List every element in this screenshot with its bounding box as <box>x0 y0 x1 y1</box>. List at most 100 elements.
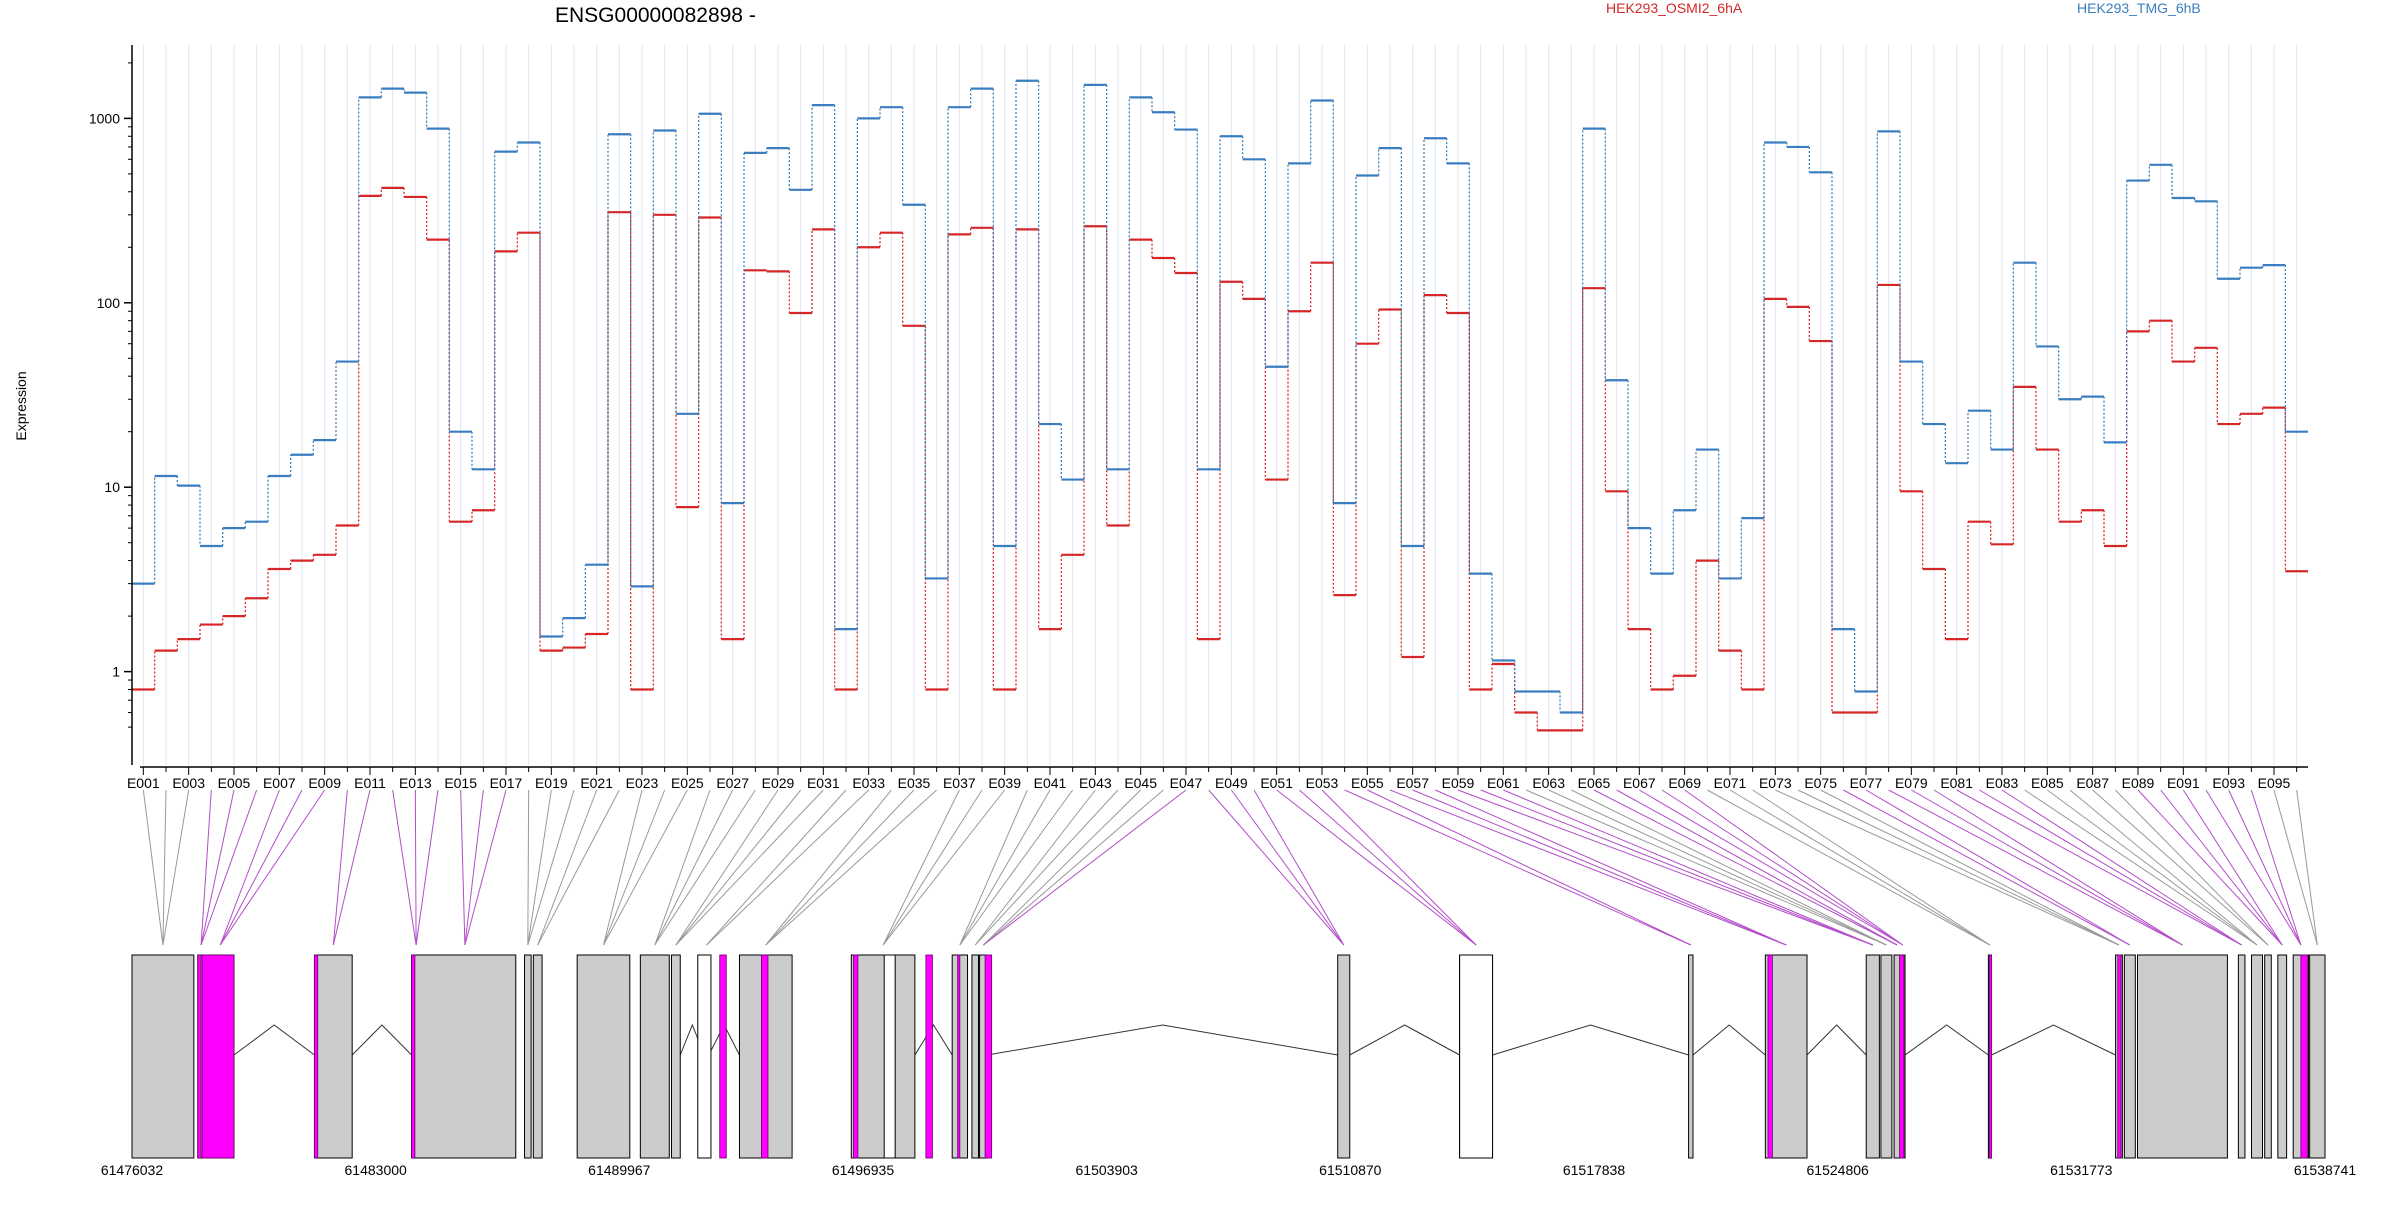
x-tick-label: E079 <box>1895 775 1928 791</box>
x-tick-label: E013 <box>399 775 432 791</box>
exon-connector <box>2296 789 2318 946</box>
exon-connector <box>2228 789 2302 946</box>
exon-block <box>524 954 532 1159</box>
x-tick-label: E027 <box>716 775 749 791</box>
exon-connector <box>654 789 756 946</box>
x-tick-label: E073 <box>1759 775 1792 791</box>
exon-connector <box>1865 789 2131 946</box>
exon-connector <box>1593 789 1898 946</box>
exon-connector <box>675 789 802 946</box>
x-tick-label: E011 <box>354 775 386 791</box>
exon-connector <box>527 789 552 946</box>
exon-connector <box>765 789 915 946</box>
exon-connector <box>1230 789 1345 946</box>
exon-connector <box>464 789 484 946</box>
exon-connector <box>464 789 507 946</box>
exon-connector <box>2137 789 2283 946</box>
exon-connector <box>2160 789 2283 946</box>
x-tick-label: E031 <box>807 775 840 791</box>
exon-grid-lines <box>142 45 2298 765</box>
x-tick-label: E057 <box>1396 775 1429 791</box>
y-axis-label: Expression <box>13 371 29 440</box>
exon-connector <box>706 789 847 946</box>
exon-connector <box>2205 789 2302 946</box>
exon-highlight <box>957 954 961 1159</box>
exon-connector <box>1480 789 1873 946</box>
x-tick-label: E023 <box>626 775 659 791</box>
exon-block <box>1893 954 1901 1159</box>
exon-connector <box>1571 789 1887 946</box>
exon-block <box>131 954 195 1159</box>
exon-connector <box>142 789 164 946</box>
exon-connectors <box>142 789 2318 946</box>
exon-connector <box>537 789 620 946</box>
exon-connector <box>974 789 1096 946</box>
y-tick-label: 1 <box>112 664 120 680</box>
exon-connector <box>1933 789 2183 946</box>
exon-connector <box>1729 789 1991 946</box>
x-tick-label: E021 <box>580 775 613 791</box>
exon-connector <box>882 789 960 946</box>
exon-block-white <box>1459 954 1494 1159</box>
gene-model: 61476032 61483000 61489967 61496935 61503903… <box>101 954 2357 1178</box>
x-tick-label: E059 <box>1442 775 1475 791</box>
exon-block <box>2136 954 2228 1159</box>
exon-connector <box>1639 789 1904 946</box>
exon-connector <box>527 789 575 946</box>
exon-highlight <box>201 954 235 1159</box>
genomic-axis-label: 61538741 <box>2294 1162 2357 1178</box>
exon-connector <box>460 789 466 946</box>
exon-connector <box>959 789 1051 946</box>
x-tick-label: E005 <box>218 775 251 791</box>
exon-connector <box>654 789 711 946</box>
exon-connector <box>983 789 1142 946</box>
x-tick-label: E093 <box>2212 775 2245 791</box>
intron-line <box>1692 1024 1766 1056</box>
exon-connector <box>1616 789 1898 946</box>
exon-connector <box>603 789 666 946</box>
genomic-axis-label: 61517838 <box>1563 1162 1626 1178</box>
exon-highlight <box>984 954 993 1159</box>
exon-highlight <box>719 954 727 1159</box>
x-tick-label: E049 <box>1215 775 1248 791</box>
exon-connector <box>1911 789 2183 946</box>
exon-connector <box>1276 789 1477 946</box>
series-lines <box>132 79 2308 732</box>
exon-connector <box>1457 789 1873 946</box>
x-tick-label: E095 <box>2258 775 2291 791</box>
exon-block <box>1865 954 1880 1159</box>
exon-connector <box>2024 789 2258 946</box>
intron-line <box>1492 1024 1689 1056</box>
exon-block <box>413 954 517 1159</box>
intron-line <box>351 1024 412 1056</box>
series-1 <box>132 79 2308 714</box>
exon-connector <box>1684 789 1904 946</box>
exon-connector <box>959 789 1028 946</box>
genomic-axis-label: 61489967 <box>588 1162 651 1178</box>
intron-line <box>1904 1024 1989 1056</box>
exon-connector <box>1435 789 1787 946</box>
exon-connector <box>2069 789 2258 946</box>
exon-connector <box>765 789 938 946</box>
x-tick-label: E001 <box>127 775 160 791</box>
exon-block <box>2277 954 2288 1159</box>
genomic-axis-label: 61531773 <box>2050 1162 2113 1178</box>
exon-connector <box>1389 789 1787 946</box>
x-tick-label: E019 <box>535 775 568 791</box>
exon-connector <box>1661 789 1904 946</box>
exon-block-white <box>883 954 896 1159</box>
x-tick-label: E035 <box>898 775 931 791</box>
intron-line <box>233 1024 315 1056</box>
x-tick-label: E007 <box>263 775 296 791</box>
exon-connector <box>1367 789 1692 946</box>
exon-connector <box>1253 789 1345 946</box>
exon-connector <box>415 789 439 946</box>
genomic-axis-label: 61510870 <box>1319 1162 1382 1178</box>
chart-title: ENSG00000082898 - <box>555 4 756 27</box>
exon-block <box>532 954 543 1159</box>
exon-connector <box>603 789 688 946</box>
exon-connector <box>675 789 779 946</box>
exon-connector <box>414 789 417 946</box>
exon-connector <box>706 789 870 946</box>
